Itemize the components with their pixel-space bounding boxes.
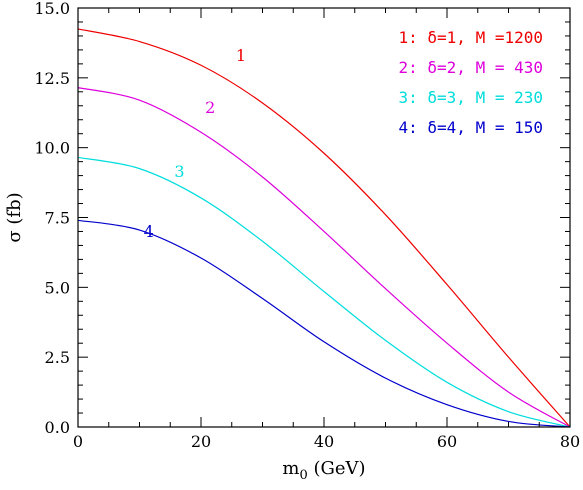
series-line-1	[77, 28, 571, 428]
curves-layer	[77, 28, 571, 428]
y-tick-label: 12.5	[34, 69, 70, 88]
series-line-4	[77, 219, 571, 428]
x-axis-title-main: m	[282, 458, 299, 479]
legend-entry-3: 3: δ=3, M = 230	[399, 88, 544, 107]
x-tick-label: 60	[437, 432, 457, 451]
curve-label-2: 2	[205, 98, 215, 117]
series-line-3	[77, 156, 571, 428]
x-tick-label: 40	[314, 432, 334, 451]
curve-label-1: 1	[236, 46, 246, 65]
x-axis-title-unit: (GeV)	[308, 458, 366, 479]
labels-layer: 0 20 40 60 80 0.0 2.5 5.0 7.5 10.0 12.5 15.0 1 2 3 4	[34, 0, 580, 451]
y-tick-label: 7.5	[45, 209, 70, 228]
y-tick-label: 0.0	[45, 418, 70, 437]
y-tick-label: 15.0	[34, 0, 70, 18]
series-line-2	[77, 87, 571, 428]
curve-label-3: 3	[174, 162, 184, 181]
curve-label-4: 4	[144, 222, 154, 241]
y-tick-label: 5.0	[45, 278, 70, 297]
legend-entry-4: 4: δ=4, M = 150	[399, 118, 544, 137]
x-tick-label: 0	[73, 432, 83, 451]
legend: 1: δ=1, M =1200 2: δ=2, M = 430 3: δ=3, M …	[399, 28, 544, 137]
legend-entry-2: 2: δ=2, M = 430	[399, 58, 544, 77]
legend-entry-1: 1: δ=1, M =1200	[399, 28, 544, 47]
x-axis-title: m0 (GeV)	[282, 458, 365, 483]
y-tick-label: 2.5	[45, 348, 70, 367]
x-tick-label: 80	[560, 432, 580, 451]
x-tick-label: 20	[191, 432, 211, 451]
y-axis-title: σ (fb)	[4, 192, 25, 242]
x-axis-title-sub: 0	[300, 468, 308, 483]
ticks-layer	[77, 7, 571, 428]
y-tick-label: 10.0	[34, 139, 70, 158]
